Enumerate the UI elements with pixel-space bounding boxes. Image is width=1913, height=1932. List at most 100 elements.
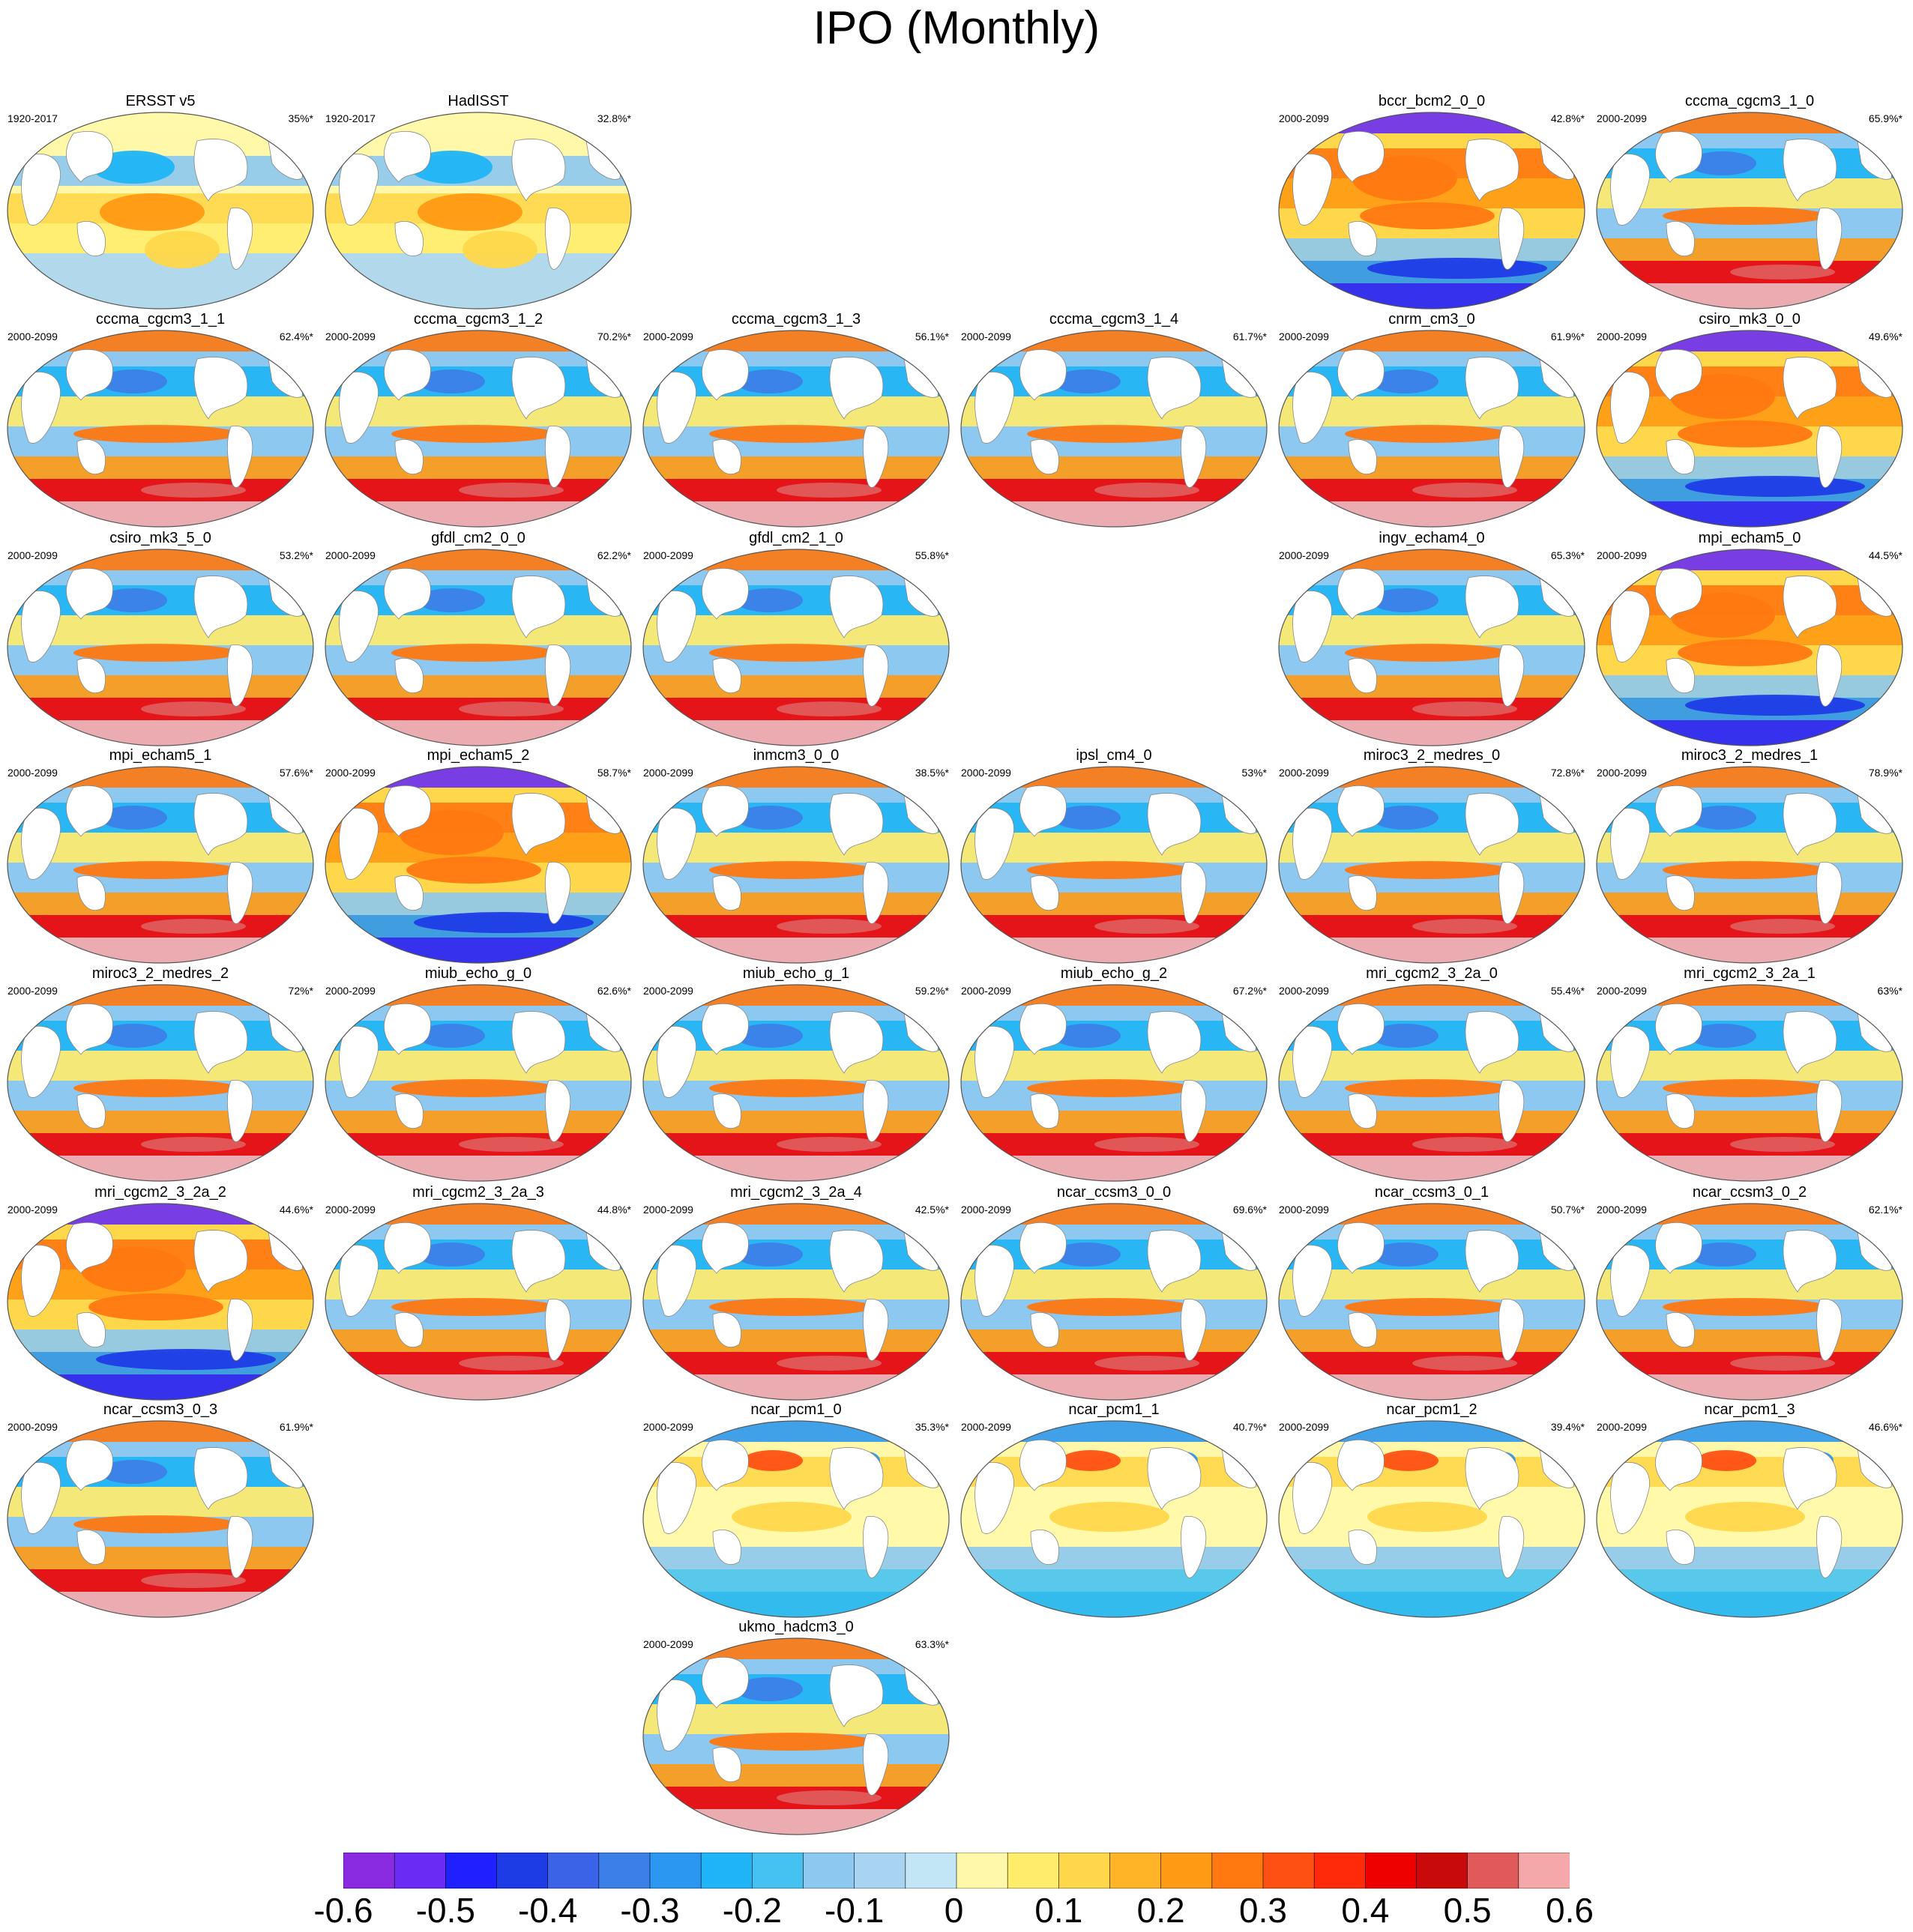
colorbar-swatch — [956, 1853, 1008, 1889]
land-mass — [394, 658, 424, 693]
latitude-band — [1279, 675, 1585, 698]
anomaly-region — [1730, 1137, 1835, 1152]
latitude-band — [1597, 1421, 1903, 1442]
colorbar-swatch — [598, 1853, 651, 1889]
colorbar-tick-label: -0.3 — [620, 1891, 680, 1930]
anomaly-region — [92, 151, 175, 184]
colorbar-swatch — [649, 1853, 702, 1889]
land-mass — [1147, 1011, 1202, 1074]
anomaly-region — [100, 369, 167, 393]
land-mass — [226, 644, 253, 707]
land-mass — [1337, 349, 1385, 401]
map-panel: miroc3_2_medres_1 2000-2099 78.9%* — [1592, 747, 1907, 965]
map-panel: mpi_echam5_1 2000-2099 57.6%* — [3, 747, 318, 965]
latitude-band — [1279, 938, 1585, 963]
land-mass — [193, 139, 248, 202]
latitude-band — [961, 1592, 1267, 1617]
panel-years: 2000-2099 — [325, 985, 376, 997]
latitude-band — [7, 893, 313, 915]
land-mass — [339, 1245, 379, 1317]
land-mass — [1610, 1026, 1650, 1098]
panel-percent: 65.3%* — [1550, 549, 1585, 561]
land-mass — [76, 439, 106, 474]
anomaly-region — [459, 1356, 564, 1371]
anomaly-region — [1367, 258, 1547, 279]
latitude-band — [961, 1569, 1267, 1592]
panel-years: 2000-2099 — [1597, 1204, 1647, 1216]
land-mass — [1783, 793, 1837, 856]
map-outline — [325, 1203, 632, 1401]
panel-percent: 39.4%* — [1550, 1421, 1585, 1433]
land-mass — [1292, 372, 1332, 444]
land-mass — [1498, 644, 1525, 707]
latitude-band — [643, 1156, 949, 1181]
map-field — [1597, 1421, 1903, 1617]
map-panel: cccma_cgcm3_1_3 2000-2099 56.1%* — [639, 311, 954, 528]
anomaly-region — [391, 425, 556, 443]
land-mass — [1337, 568, 1385, 620]
anomaly-region — [1027, 861, 1192, 879]
map-panel: ncar_ccsm3_0_3 2000-2099 61.9%* — [3, 1401, 318, 1619]
map-panel: miroc3_2_medres_2 2000-2099 72%* — [3, 965, 318, 1183]
land-mass — [1348, 658, 1377, 693]
land-mass — [1816, 425, 1843, 488]
anomaly-region — [141, 483, 246, 498]
land-mass — [862, 861, 889, 924]
land-mass — [1348, 1530, 1377, 1565]
latitude-band — [643, 1592, 949, 1617]
latitude-band — [7, 767, 313, 788]
panel-years: 2000-2099 — [1279, 1204, 1329, 1216]
land-mass — [339, 591, 379, 662]
land-mass — [1655, 349, 1702, 401]
panel-years: 2000-2099 — [1597, 112, 1647, 124]
map-panel: gfdl_cm2_0_0 2000-2099 62.2%* — [321, 530, 636, 747]
latitude-band — [7, 1592, 313, 1617]
sst-map — [325, 112, 632, 310]
land-mass — [21, 1245, 61, 1317]
land-mass — [1666, 221, 1695, 256]
panel-years: 2000-2099 — [7, 985, 58, 997]
panel-percent: 61.7%* — [1232, 330, 1267, 342]
anomaly-region — [1663, 1298, 1828, 1316]
panel-percent: 62.4%* — [279, 330, 313, 342]
anomaly-region — [1094, 919, 1199, 934]
land-mass — [66, 785, 113, 837]
anomaly-region — [709, 644, 874, 662]
latitude-band — [643, 501, 949, 527]
anomaly-region — [1053, 1024, 1121, 1048]
map-field — [7, 112, 313, 309]
colorbar-tick-label: 0.2 — [1136, 1891, 1185, 1930]
sst-map — [7, 984, 314, 1182]
land-mass — [1655, 1222, 1702, 1274]
panel-title: ncar_pcm1_3 — [1704, 1401, 1795, 1418]
anomaly-region — [1345, 1079, 1510, 1097]
map-panel: miroc3_2_medres_0 2000-2099 72.8%* — [1274, 747, 1589, 965]
land-mass — [974, 1026, 1014, 1098]
latitude-band — [7, 456, 313, 479]
panel-percent: 69.6%* — [1232, 1204, 1267, 1216]
latitude-band — [1279, 985, 1585, 1006]
panel-years: 1920-2017 — [7, 112, 58, 124]
land-mass — [1783, 357, 1837, 420]
land-mass — [193, 1447, 248, 1510]
latitude-band — [961, 1547, 1267, 1569]
latitude-band — [1279, 501, 1585, 527]
colorbar-swatch — [1416, 1853, 1468, 1889]
panel-years: 2000-2099 — [643, 985, 693, 997]
latitude-band — [961, 893, 1267, 915]
land-mass — [1783, 1011, 1837, 1074]
map-panel: mri_cgcm2_3_2a_3 2000-2099 44.8%* — [321, 1184, 636, 1401]
anomaly-region — [1685, 476, 1865, 497]
latitude-band — [643, 549, 949, 570]
map-panel: mpi_echam5_2 2000-2099 58.7%* — [321, 747, 636, 965]
panel-years: 2000-2099 — [7, 767, 58, 779]
land-mass — [1147, 1447, 1202, 1510]
latitude-band — [1597, 1569, 1903, 1592]
map-outline — [960, 984, 1268, 1182]
land-mass — [1465, 576, 1519, 639]
map-outline — [1278, 1203, 1585, 1401]
land-mass — [339, 1026, 379, 1098]
anomaly-region — [1696, 1450, 1756, 1471]
sst-map — [642, 1637, 950, 1835]
latitude-band — [1279, 893, 1585, 915]
